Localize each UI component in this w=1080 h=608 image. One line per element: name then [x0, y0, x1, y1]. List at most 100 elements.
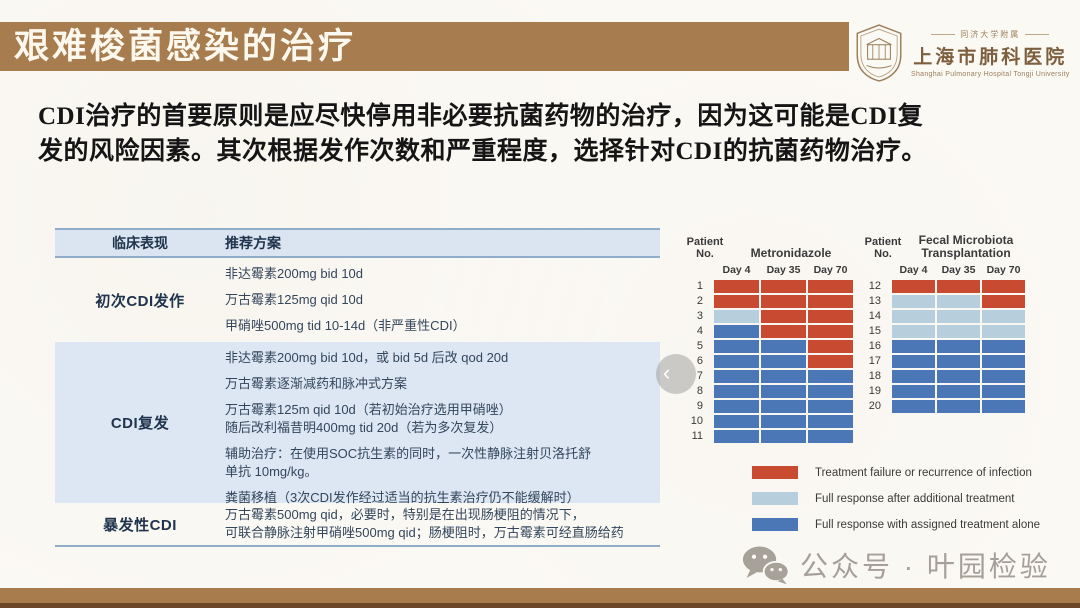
- treatment-list: 万古霉素500mg qid，必要时，特别是在出现肠梗阻的情况下， 可联合静脉注射…: [225, 503, 660, 545]
- heatmap-row: 5: [683, 340, 855, 353]
- day-label: Day 35: [941, 264, 976, 276]
- page-title: 艰难梭菌感染的治疗: [14, 27, 357, 66]
- heatmap-panel: Patient No. Fecal Microbiota Transplantat…: [861, 230, 1027, 415]
- heatmap-cell: [937, 370, 980, 383]
- heatmap-cell: [714, 385, 759, 398]
- heatmap-row: 14: [861, 310, 1027, 323]
- heatmap-cell: [982, 325, 1025, 338]
- heatmap-cell: [892, 310, 935, 323]
- patient-number: 18: [868, 370, 881, 382]
- heatmap-cell: [937, 280, 980, 293]
- day-label: Day 35: [766, 264, 801, 276]
- heatmap-cell: [982, 280, 1025, 293]
- patient-number: 2: [696, 295, 703, 307]
- heatmap-cell: [982, 340, 1025, 353]
- heatmap-cell: [761, 370, 806, 383]
- table-row: 暴发性CDI 万古霉素500mg qid，必要时，特别是在出现肠梗阻的情况下， 可…: [55, 503, 660, 545]
- heatmap-cell: [761, 415, 806, 428]
- panel-header: Patient No. Metronidazole: [683, 230, 855, 260]
- heatmap-cell: [892, 400, 935, 413]
- patient-number: 9: [696, 400, 703, 412]
- prev-image-arrow[interactable]: ‹: [656, 354, 696, 394]
- watermark-text: 公众号 · 叶园检验: [800, 551, 1051, 582]
- patient-number: 13: [868, 295, 881, 307]
- heatmap-row: 3: [683, 310, 855, 323]
- decorative-line: [1025, 33, 1050, 35]
- treatment-text: 非达霉素200mg bid 10d: [225, 266, 364, 281]
- heatmap-cell: [714, 280, 759, 293]
- heatmap-cell: [982, 385, 1025, 398]
- patient-number: 15: [868, 325, 881, 337]
- heatmap-row: 11: [683, 430, 855, 443]
- legend-swatch: [752, 518, 798, 531]
- heatmap-cell: [714, 370, 759, 383]
- patient-number: 8: [696, 385, 703, 397]
- heatmap-cell: [937, 400, 980, 413]
- heatmap-cell: [937, 385, 980, 398]
- heatmap-row: 8: [683, 385, 855, 398]
- heatmap-cell: [808, 385, 853, 398]
- decorative-line: [931, 33, 956, 35]
- heatmap-row: 17: [861, 355, 1027, 368]
- heatmap-cell: [937, 295, 980, 308]
- heatmap-cell: [892, 340, 935, 353]
- heatmap-row: 4: [683, 325, 855, 338]
- heatmap-cell: [761, 295, 806, 308]
- day-labels-row: Day 4 Day 35 Day 70: [683, 264, 855, 276]
- hospital-badge-icon: [856, 24, 902, 82]
- hospital-logo-text: 同济大学附属 上海市肺科医院 Shanghai Pulmonary Hospit…: [911, 29, 1070, 78]
- heatmap-cell: [808, 280, 853, 293]
- heatmap-row: 6: [683, 355, 855, 368]
- treatment-text: 万古霉素500mg qid，必要时，特别是在出现肠梗阻的情况下， 可联合静脉注射…: [225, 507, 624, 540]
- heatmap-cell: [714, 340, 759, 353]
- patient-number: 10: [690, 415, 703, 427]
- patient-number: 11: [691, 430, 703, 442]
- heatmap-cell: [761, 400, 806, 413]
- table-body: 初次CDI发作 非达霉素200mg bid 10d 万古霉素125mg qid 10…: [55, 258, 660, 545]
- heatmap-cell: [892, 385, 935, 398]
- heatmap-cell: [937, 325, 980, 338]
- hospital-name-en: Shanghai Pulmonary Hospital Tongji Unive…: [911, 70, 1070, 78]
- chart-legend: Treatment failure or recurrence of infec…: [752, 466, 1040, 544]
- heatmap-row: 1: [683, 280, 855, 293]
- treatment-text: 万古霉素逐渐减药和脉冲式方案: [225, 376, 408, 391]
- panel-header: Patient No. Fecal Microbiota Transplantat…: [861, 230, 1027, 261]
- day-label: Day 4: [899, 264, 928, 276]
- watermark: 公众号 · 叶园检验: [742, 544, 1051, 586]
- legend-item: Full response after additional treatment: [752, 492, 1040, 505]
- heatmap-cell: [714, 415, 759, 428]
- condition-label: 初次CDI发作: [95, 292, 185, 310]
- heatmap-grid: 1 2 3 4 5 6 7 8 9 10 11: [683, 280, 855, 443]
- patient-number: 17: [868, 355, 881, 367]
- heatmap-cell: [982, 310, 1025, 323]
- footer-bar-light: [0, 588, 1080, 603]
- legend-label: Treatment failure or recurrence of infec…: [815, 466, 1032, 479]
- day-labels-row: Day 4 Day 35 Day 70: [861, 264, 1027, 276]
- heatmap-cell: [714, 325, 759, 338]
- heatmap-cell: [892, 370, 935, 383]
- heatmap-row: 19: [861, 385, 1027, 398]
- panel-title: Fecal Microbiota Transplantation: [918, 233, 1014, 260]
- heatmap-cell: [892, 325, 935, 338]
- treatment-table: 临床表现 推荐方案 初次CDI发作 非达霉素200mg bid 10d 万古霉素12…: [55, 228, 660, 547]
- heatmap-cell: [982, 295, 1025, 308]
- treatment-text: 万古霉素125mg qid 10d: [225, 292, 364, 307]
- heatmap-cell: [808, 370, 853, 383]
- heatmap-cell: [714, 355, 759, 368]
- table-row: CDI复发 非达霉素200mg bid 10d，或 bid 5d 后改 qod 2…: [55, 342, 660, 505]
- legend-swatch: [752, 492, 798, 505]
- legend-swatch: [752, 466, 798, 479]
- condition-label: CDI复发: [110, 415, 170, 432]
- heatmap-cell: [761, 355, 806, 368]
- title-bar: 艰难梭菌感染的治疗: [0, 22, 849, 71]
- patient-number: 7: [696, 370, 703, 382]
- heatmap-row: 7: [683, 370, 855, 383]
- treatment-text: 甲硝唑500mg tid 10-14d（非严重性CDI）: [225, 318, 466, 333]
- legend-item: Full response with assigned treatment al…: [752, 518, 1040, 531]
- heatmap-cell: [761, 385, 806, 398]
- patient-number: 14: [868, 310, 881, 322]
- heatmap-cell: [892, 280, 935, 293]
- day-label: Day 70: [813, 264, 848, 276]
- heatmap-cell: [982, 355, 1025, 368]
- patient-number: 16: [868, 340, 881, 352]
